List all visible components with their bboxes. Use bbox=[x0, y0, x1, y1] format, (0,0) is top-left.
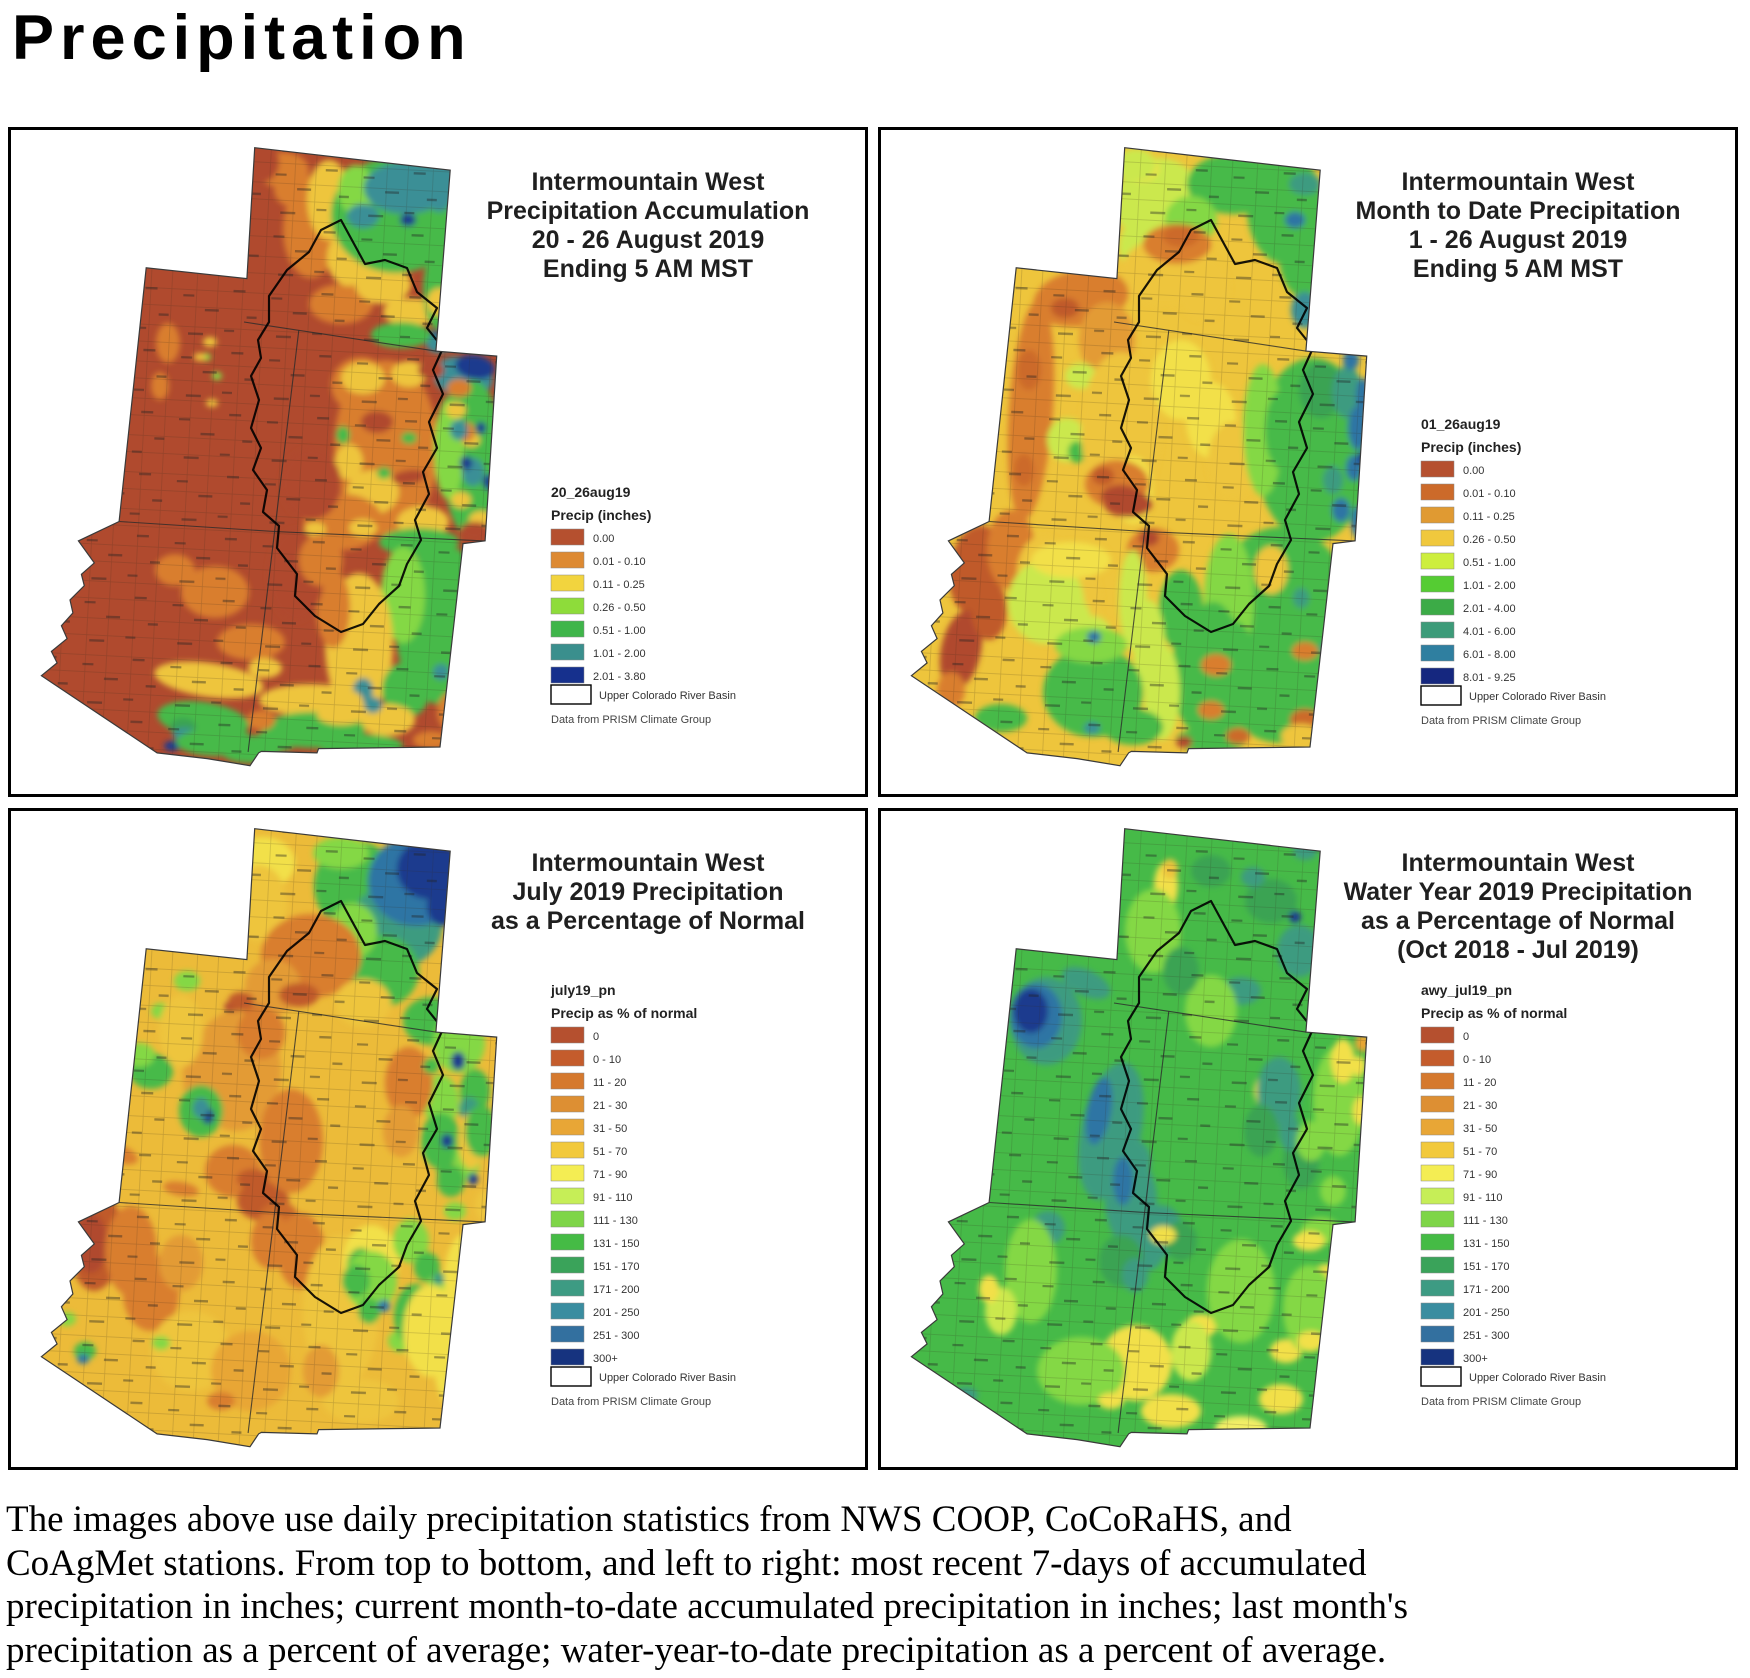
svg-text:131 - 150: 131 - 150 bbox=[1463, 1238, 1509, 1250]
svg-text:Ending 5 AM MST: Ending 5 AM MST bbox=[543, 255, 753, 283]
svg-text:8.01 - 9.25: 8.01 - 9.25 bbox=[1463, 672, 1516, 684]
svg-text:71 - 90: 71 - 90 bbox=[1463, 1169, 1497, 1181]
svg-text:Ending 5 AM MST: Ending 5 AM MST bbox=[1413, 255, 1623, 283]
svg-text:Precip as % of normal: Precip as % of normal bbox=[551, 1005, 697, 1021]
svg-text:51 - 70: 51 - 70 bbox=[1463, 1146, 1497, 1158]
svg-text:0: 0 bbox=[593, 1031, 599, 1043]
svg-text:0.01 - 0.10: 0.01 - 0.10 bbox=[593, 556, 646, 568]
svg-text:Data from PRISM Climate Group: Data from PRISM Climate Group bbox=[1421, 1396, 1581, 1408]
svg-text:251 - 300: 251 - 300 bbox=[1463, 1330, 1509, 1342]
svg-text:91 - 110: 91 - 110 bbox=[593, 1192, 633, 1204]
svg-text:71 - 90: 71 - 90 bbox=[593, 1169, 627, 1181]
svg-text:0.11 - 0.25: 0.11 - 0.25 bbox=[593, 579, 645, 591]
svg-text:151 - 170: 151 - 170 bbox=[1463, 1261, 1509, 1273]
svg-text:300+: 300+ bbox=[593, 1353, 618, 1365]
svg-text:Precip (inches): Precip (inches) bbox=[551, 507, 651, 523]
svg-text:171 - 200: 171 - 200 bbox=[1463, 1284, 1509, 1296]
svg-text:Intermountain West: Intermountain West bbox=[1402, 849, 1636, 877]
svg-text:0: 0 bbox=[1463, 1031, 1469, 1043]
svg-text:51 - 70: 51 - 70 bbox=[593, 1146, 627, 1158]
svg-text:251 - 300: 251 - 300 bbox=[593, 1330, 639, 1342]
svg-text:0.26 - 0.50: 0.26 - 0.50 bbox=[1463, 534, 1516, 546]
svg-text:111 - 130: 111 - 130 bbox=[593, 1215, 638, 1227]
svg-text:awy_jul19_pn: awy_jul19_pn bbox=[1421, 982, 1512, 998]
svg-text:0 - 10: 0 - 10 bbox=[593, 1054, 621, 1066]
svg-text:Upper Colorado River Basin: Upper Colorado River Basin bbox=[1469, 691, 1606, 703]
svg-text:Water Year 2019 Precipitation: Water Year 2019 Precipitation bbox=[1344, 878, 1693, 906]
svg-text:july19_pn: july19_pn bbox=[550, 982, 616, 998]
svg-text:Precip as % of normal: Precip as % of normal bbox=[1421, 1005, 1567, 1021]
svg-text:Upper Colorado River Basin: Upper Colorado River Basin bbox=[599, 1372, 736, 1384]
svg-text:171 - 200: 171 - 200 bbox=[593, 1284, 639, 1296]
svg-text:Month to Date Precipitation: Month to Date Precipitation bbox=[1356, 197, 1681, 225]
svg-text:11 - 20: 11 - 20 bbox=[1463, 1077, 1496, 1089]
svg-text:Precip (inches): Precip (inches) bbox=[1421, 439, 1521, 455]
svg-text:Intermountain West: Intermountain West bbox=[532, 168, 766, 196]
svg-text:1.01 - 2.00: 1.01 - 2.00 bbox=[1463, 580, 1516, 592]
svg-text:300+: 300+ bbox=[1463, 1353, 1488, 1365]
svg-text:01_26aug19: 01_26aug19 bbox=[1421, 416, 1501, 432]
svg-text:Intermountain West: Intermountain West bbox=[532, 849, 766, 877]
svg-text:as a Percentage of Normal: as a Percentage of Normal bbox=[1361, 907, 1675, 935]
svg-text:2.01 - 3.80: 2.01 - 3.80 bbox=[593, 671, 646, 683]
svg-text:131 - 150: 131 - 150 bbox=[593, 1238, 639, 1250]
svg-text:Data from PRISM Climate Group: Data from PRISM Climate Group bbox=[551, 1396, 711, 1408]
svg-text:1 - 26 August 2019: 1 - 26 August 2019 bbox=[1409, 226, 1628, 254]
svg-text:Data from PRISM Climate Group: Data from PRISM Climate Group bbox=[1421, 715, 1581, 727]
svg-text:20 - 26 August 2019: 20 - 26 August 2019 bbox=[532, 226, 765, 254]
svg-text:2.01 - 4.00: 2.01 - 4.00 bbox=[1463, 603, 1516, 615]
svg-text:111 - 130: 111 - 130 bbox=[1463, 1215, 1508, 1227]
svg-text:Upper Colorado River Basin: Upper Colorado River Basin bbox=[599, 690, 736, 702]
svg-text:21 - 30: 21 - 30 bbox=[593, 1100, 627, 1112]
svg-text:July 2019 Precipitation: July 2019 Precipitation bbox=[513, 878, 784, 906]
svg-text:(Oct 2018 - Jul 2019): (Oct 2018 - Jul 2019) bbox=[1397, 936, 1639, 964]
svg-text:1.01 - 2.00: 1.01 - 2.00 bbox=[593, 648, 646, 660]
svg-text:31 - 50: 31 - 50 bbox=[593, 1123, 627, 1135]
svg-text:Upper Colorado River Basin: Upper Colorado River Basin bbox=[1469, 1372, 1606, 1384]
svg-text:151 - 170: 151 - 170 bbox=[593, 1261, 639, 1273]
svg-text:11 - 20: 11 - 20 bbox=[593, 1077, 626, 1089]
svg-text:0.01 - 0.10: 0.01 - 0.10 bbox=[1463, 488, 1516, 500]
svg-text:201 - 250: 201 - 250 bbox=[1463, 1307, 1509, 1319]
svg-text:0.00: 0.00 bbox=[593, 533, 614, 545]
svg-text:0.51 - 1.00: 0.51 - 1.00 bbox=[1463, 557, 1516, 569]
svg-text:20_26aug19: 20_26aug19 bbox=[551, 484, 631, 500]
svg-text:0.51 - 1.00: 0.51 - 1.00 bbox=[593, 625, 646, 637]
svg-text:Intermountain West: Intermountain West bbox=[1402, 168, 1636, 196]
svg-text:91 - 110: 91 - 110 bbox=[1463, 1192, 1503, 1204]
svg-text:Data from PRISM Climate Group: Data from PRISM Climate Group bbox=[551, 714, 711, 726]
svg-text:0 - 10: 0 - 10 bbox=[1463, 1054, 1491, 1066]
svg-text:4.01 - 6.00: 4.01 - 6.00 bbox=[1463, 626, 1516, 638]
svg-text:201 - 250: 201 - 250 bbox=[593, 1307, 639, 1319]
svg-text:31 - 50: 31 - 50 bbox=[1463, 1123, 1497, 1135]
svg-text:as a Percentage of Normal: as a Percentage of Normal bbox=[491, 907, 805, 935]
svg-text:6.01 - 8.00: 6.01 - 8.00 bbox=[1463, 649, 1516, 661]
svg-text:0.00: 0.00 bbox=[1463, 465, 1484, 477]
svg-text:0.26 - 0.50: 0.26 - 0.50 bbox=[593, 602, 646, 614]
svg-text:0.11 - 0.25: 0.11 - 0.25 bbox=[1463, 511, 1515, 523]
svg-text:21 - 30: 21 - 30 bbox=[1463, 1100, 1497, 1112]
svg-text:Precipitation Accumulation: Precipitation Accumulation bbox=[487, 197, 810, 225]
